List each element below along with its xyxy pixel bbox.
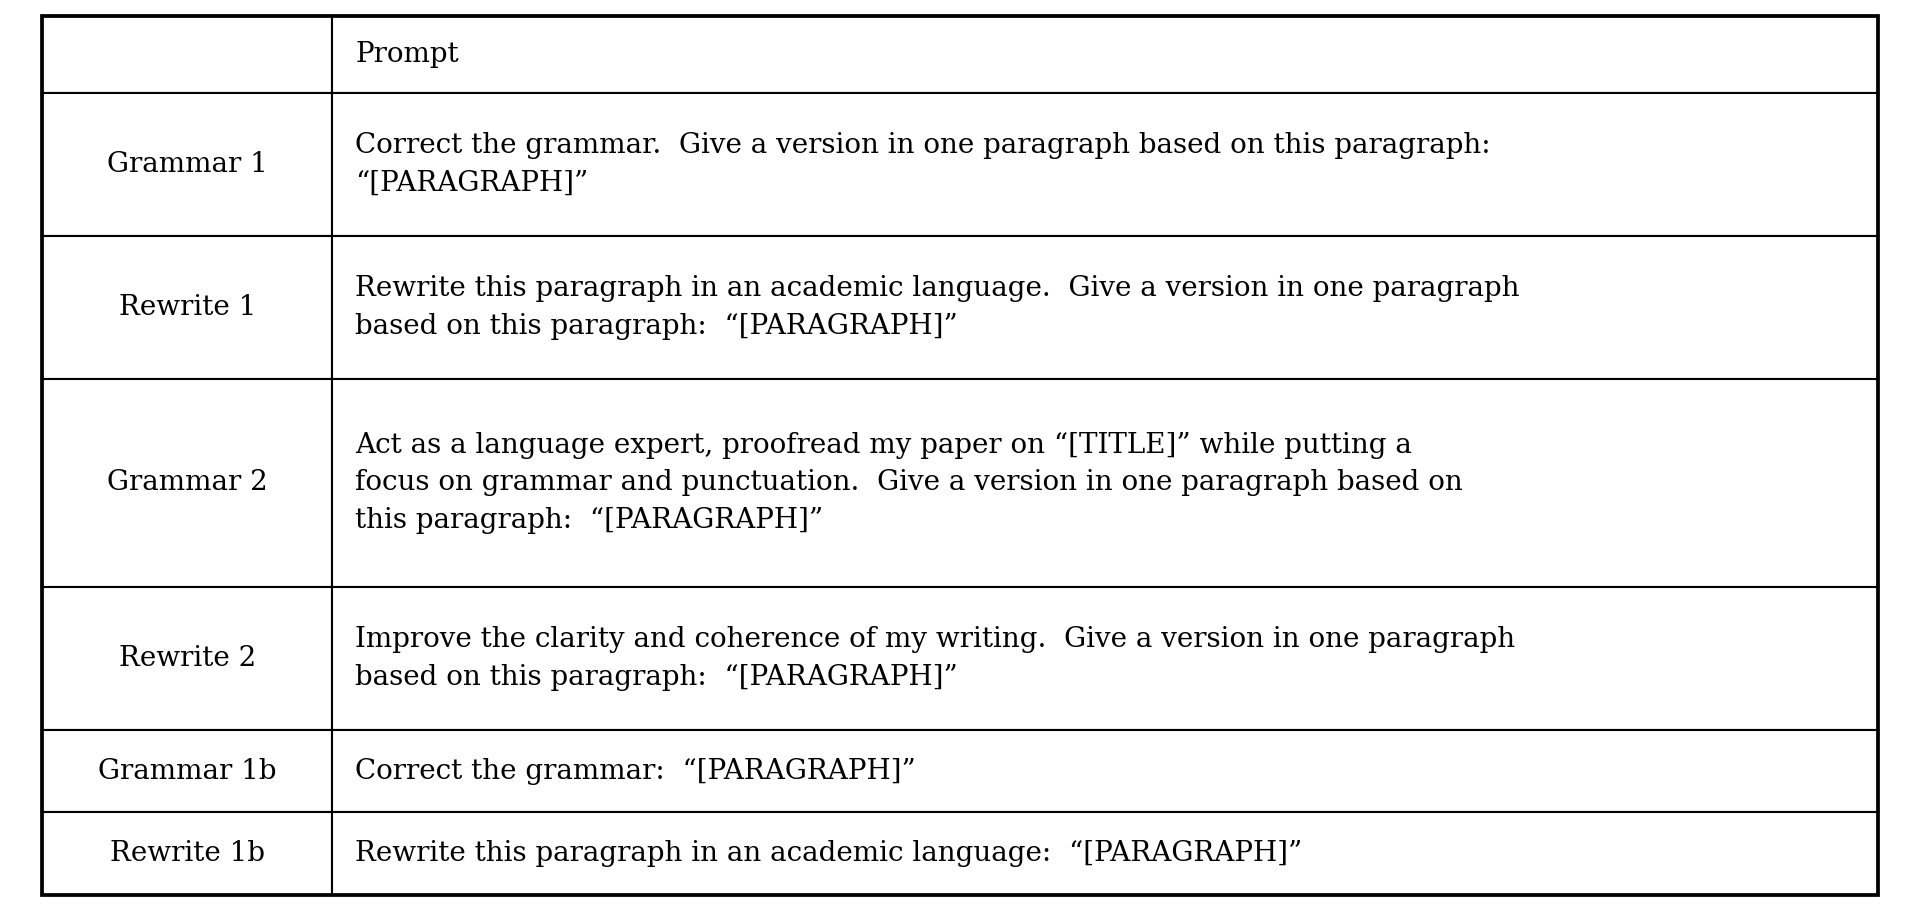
- Bar: [42, 236, 332, 379]
- Text: Correct the grammar:  “[PARAGRAPH]”: Correct the grammar: “[PARAGRAPH]”: [355, 758, 916, 784]
- Text: “[PARAGRAPH]”: “[PARAGRAPH]”: [355, 169, 589, 197]
- Text: Grammar 2: Grammar 2: [108, 469, 267, 496]
- Bar: [332, 379, 1878, 588]
- Bar: [42, 730, 332, 813]
- Bar: [332, 730, 1878, 813]
- Bar: [42, 588, 332, 730]
- Text: Improve the clarity and coherence of my writing.  Give a version in one paragrap: Improve the clarity and coherence of my …: [355, 627, 1515, 653]
- Bar: [42, 379, 332, 588]
- Text: this paragraph:  “[PARAGRAPH]”: this paragraph: “[PARAGRAPH]”: [355, 507, 824, 534]
- Text: Rewrite this paragraph in an academic language:  “[PARAGRAPH]”: Rewrite this paragraph in an academic la…: [355, 840, 1302, 867]
- Bar: [332, 93, 1878, 236]
- Text: Correct the grammar.  Give a version in one paragraph based on this paragraph:: Correct the grammar. Give a version in o…: [355, 132, 1492, 159]
- Text: Rewrite 2: Rewrite 2: [119, 645, 255, 672]
- Text: Rewrite this paragraph in an academic language.  Give a version in one paragraph: Rewrite this paragraph in an academic la…: [355, 275, 1521, 302]
- Text: Act as a language expert, proofread my paper on “[TITLE]” while putting a: Act as a language expert, proofread my p…: [355, 432, 1413, 459]
- Text: based on this paragraph:  “[PARAGRAPH]”: based on this paragraph: “[PARAGRAPH]”: [355, 312, 958, 340]
- Text: Rewrite 1: Rewrite 1: [119, 294, 255, 321]
- Text: focus on grammar and punctuation.  Give a version in one paragraph based on: focus on grammar and punctuation. Give a…: [355, 469, 1463, 496]
- Text: Rewrite 1b: Rewrite 1b: [109, 840, 265, 867]
- Text: Grammar 1b: Grammar 1b: [98, 758, 276, 784]
- Bar: [332, 588, 1878, 730]
- Text: Grammar 1: Grammar 1: [108, 151, 267, 178]
- Bar: [42, 16, 332, 93]
- Text: Prompt: Prompt: [355, 41, 459, 68]
- Bar: [332, 16, 1878, 93]
- Bar: [42, 813, 332, 895]
- Text: based on this paragraph:  “[PARAGRAPH]”: based on this paragraph: “[PARAGRAPH]”: [355, 664, 958, 691]
- Bar: [332, 813, 1878, 895]
- Bar: [42, 93, 332, 236]
- Bar: [332, 236, 1878, 379]
